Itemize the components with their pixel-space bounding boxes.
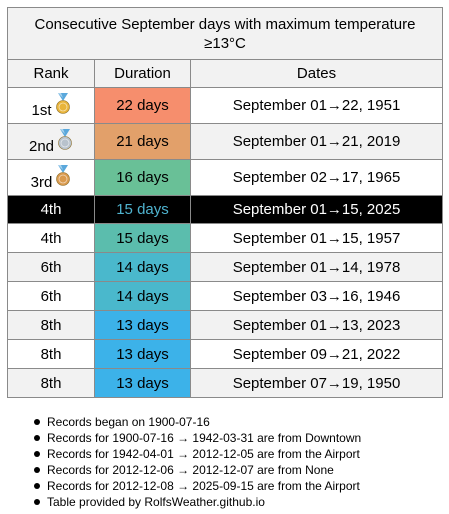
rank-cell: 8th bbox=[7, 339, 95, 369]
dates-cell: September 03→16, 1946 bbox=[190, 281, 443, 311]
dates-cell: September 01→21, 2019 bbox=[190, 123, 443, 160]
rank-cell: 8th bbox=[7, 310, 95, 340]
note-item: Records began on 1900-07-16 bbox=[31, 414, 361, 430]
note-item: Table provided by RolfsWeather.github.io bbox=[31, 494, 361, 510]
duration-cell: 21 days bbox=[94, 123, 191, 160]
rank-label: 2nd bbox=[28, 137, 55, 155]
rank-cell: 6th bbox=[7, 252, 95, 282]
dates-cell: September 01→15, 1957 bbox=[190, 223, 443, 253]
duration-cell: 15 days bbox=[94, 195, 191, 224]
note-item: Records for 2012-12-08 → 2025-09-15 are … bbox=[31, 478, 361, 494]
duration-cell: 14 days bbox=[94, 281, 191, 311]
table-row: 6th 14 days September 03→16, 1946 bbox=[7, 281, 443, 311]
duration-cell: 16 days bbox=[94, 159, 191, 196]
rank-cell: 3rd bbox=[7, 159, 95, 196]
dates-cell: September 01→22, 1951 bbox=[190, 87, 443, 124]
dates-cell: September 01→13, 2023 bbox=[190, 310, 443, 340]
rank-label: 8th bbox=[40, 345, 62, 363]
gold-medal-icon bbox=[55, 92, 71, 119]
dates-cell: September 07→19, 1950 bbox=[190, 368, 443, 398]
rank-label: 8th bbox=[40, 316, 62, 334]
rank-label: 4th bbox=[40, 201, 62, 218]
duration-cell: 13 days bbox=[94, 339, 191, 369]
duration-cell: 22 days bbox=[94, 87, 191, 124]
table-row: 2nd 21 days September 01→21, 2019 bbox=[7, 123, 443, 160]
duration-cell: 13 days bbox=[94, 310, 191, 340]
rank-cell: 4th bbox=[7, 223, 95, 253]
table-row: 4th 15 days September 01→15, 1957 bbox=[7, 223, 443, 253]
dates-cell: September 02→17, 1965 bbox=[190, 159, 443, 196]
note-item: Records for 1942-04-01 → 2012-12-05 are … bbox=[31, 446, 361, 462]
rank-cell: 2nd bbox=[7, 123, 95, 160]
header-dates: Dates bbox=[190, 59, 443, 88]
duration-cell: 15 days bbox=[94, 223, 191, 253]
rank-label: 6th bbox=[40, 287, 62, 305]
note-item: Records for 2012-12-06 → 2012-12-07 are … bbox=[31, 462, 361, 478]
rank-label: 3rd bbox=[30, 173, 53, 191]
rank-cell: 6th bbox=[7, 281, 95, 311]
rank-label: 8th bbox=[40, 374, 62, 392]
rank-cell: 8th bbox=[7, 368, 95, 398]
records-table-container: Consecutive September days with maximum … bbox=[7, 7, 443, 509]
dates-cell: September 01→15, 2025 bbox=[190, 195, 443, 224]
duration-cell: 13 days bbox=[94, 368, 191, 398]
bronze-medal-icon bbox=[55, 164, 71, 191]
table-row: 1st 22 days September 01→22, 1951 bbox=[7, 87, 443, 124]
duration-cell: 14 days bbox=[94, 252, 191, 282]
table-row: 8th 13 days September 09→21, 2022 bbox=[7, 339, 443, 369]
table-title: Consecutive September days with maximum … bbox=[7, 7, 443, 60]
table-row-current: 4th 15 days September 01→15, 2025 bbox=[7, 195, 443, 224]
table-row: 3rd 16 days September 02→17, 1965 bbox=[7, 159, 443, 196]
note-item: Records for 1900-07-16 → 1942-03-31 are … bbox=[31, 430, 361, 446]
rank-cell: 4th bbox=[7, 195, 95, 224]
table-row: 8th 13 days September 01→13, 2023 bbox=[7, 310, 443, 340]
header-duration: Duration bbox=[94, 59, 191, 88]
table-row: 8th 13 days September 07→19, 1950 bbox=[7, 368, 443, 398]
records-table: Consecutive September days with maximum … bbox=[7, 7, 443, 398]
dates-cell: September 09→21, 2022 bbox=[190, 339, 443, 369]
rank-label: 1st bbox=[31, 101, 52, 119]
silver-medal-icon bbox=[57, 128, 73, 155]
header-rank: Rank bbox=[7, 59, 95, 88]
notes-list: Records began on 1900-07-16 Records for 1… bbox=[31, 414, 361, 510]
table-row: 6th 14 days September 01→14, 1978 bbox=[7, 252, 443, 282]
rank-label: 6th bbox=[40, 258, 62, 276]
rank-cell: 1st bbox=[7, 87, 95, 124]
rank-label: 4th bbox=[40, 229, 62, 247]
dates-cell: September 01→14, 1978 bbox=[190, 252, 443, 282]
